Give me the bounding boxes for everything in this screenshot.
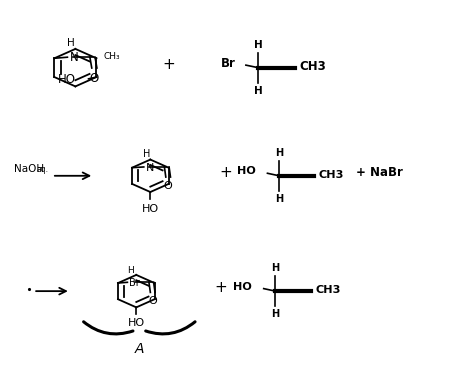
Text: HO: HO bbox=[142, 203, 159, 213]
Text: HO: HO bbox=[233, 282, 252, 292]
Text: H: H bbox=[271, 263, 280, 273]
Text: HO: HO bbox=[237, 167, 256, 176]
Text: +: + bbox=[219, 165, 232, 180]
Text: O: O bbox=[90, 72, 99, 85]
Text: H: H bbox=[67, 38, 75, 48]
Text: H: H bbox=[143, 149, 151, 159]
Text: Br: Br bbox=[129, 278, 139, 288]
Text: + NaBr: + NaBr bbox=[356, 166, 403, 179]
Text: CH3: CH3 bbox=[315, 285, 341, 295]
Text: H: H bbox=[254, 40, 263, 50]
Text: CH3: CH3 bbox=[319, 170, 345, 180]
Text: +: + bbox=[214, 280, 227, 295]
Text: O: O bbox=[148, 296, 157, 306]
Text: aq.: aq. bbox=[36, 165, 48, 173]
Text: NaOH: NaOH bbox=[15, 164, 45, 173]
Text: H: H bbox=[127, 266, 134, 275]
Text: O: O bbox=[164, 182, 173, 191]
Text: H: H bbox=[254, 86, 263, 96]
Text: Br: Br bbox=[221, 57, 236, 70]
Text: A: A bbox=[135, 342, 144, 356]
Text: H: H bbox=[271, 309, 280, 319]
Text: CH3: CH3 bbox=[299, 60, 326, 73]
Text: CH₃: CH₃ bbox=[103, 52, 120, 61]
Text: N: N bbox=[146, 163, 154, 173]
Text: HO: HO bbox=[57, 74, 75, 86]
Text: HO: HO bbox=[128, 318, 145, 328]
Text: H: H bbox=[275, 194, 283, 204]
Text: H: H bbox=[275, 148, 283, 158]
Text: +: + bbox=[163, 57, 175, 72]
Text: N: N bbox=[70, 52, 79, 64]
